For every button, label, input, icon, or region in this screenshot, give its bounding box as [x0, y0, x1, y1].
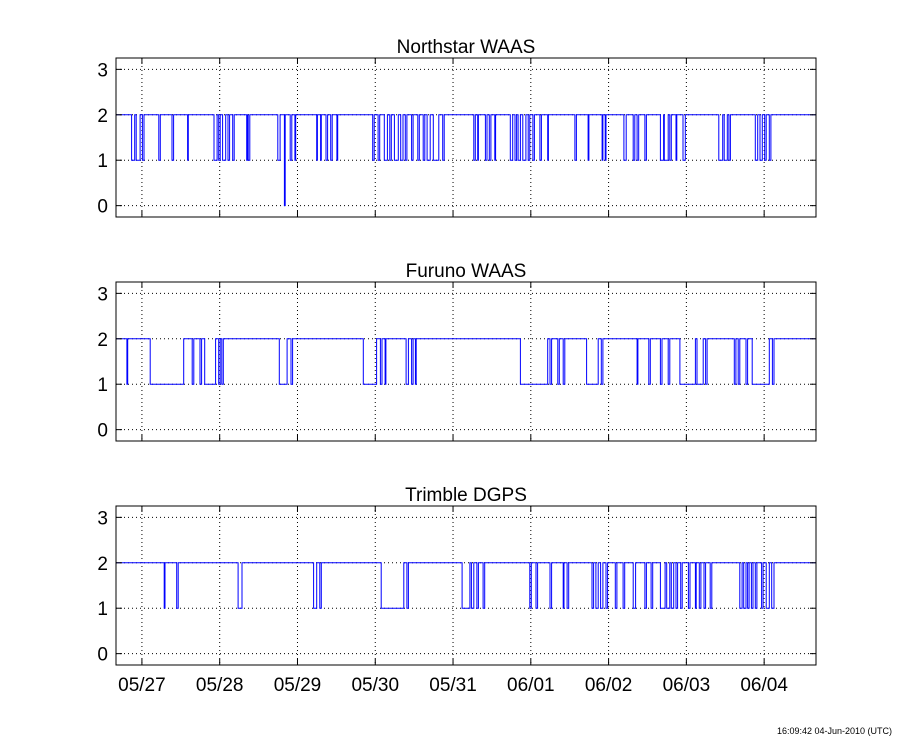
- y-tick-label: 0: [97, 197, 108, 218]
- x-tick-label: 06/03: [663, 675, 711, 696]
- chart-panel-1: 0 1 2 3 Northstar WAAS: [97, 37, 817, 218]
- x-tick-label: 05/30: [351, 675, 399, 696]
- y-tick-label: 2: [97, 330, 108, 351]
- x-tick-label: 05/31: [429, 675, 477, 696]
- series-line: [116, 562, 816, 609]
- series-line: [116, 114, 816, 207]
- y-tick-label: 1: [97, 599, 108, 620]
- y-tick-label: 0: [97, 645, 108, 666]
- axis-frame: [115, 281, 817, 442]
- y-tick-label: 0: [97, 421, 108, 442]
- x-tick-label: 05/27: [118, 675, 166, 696]
- y-tick-label: 2: [97, 106, 108, 127]
- plot-area: [116, 282, 816, 441]
- plot-area: [116, 506, 816, 665]
- chart-title: Furuno WAAS: [406, 261, 527, 282]
- y-tick-label: 1: [97, 375, 108, 396]
- chart-title: Trimble DGPS: [405, 485, 527, 506]
- chart-panel-3: 0 1 2 3 Trimble DGPS 05/27 05/28 05/29 05/30 05/3…: [97, 485, 817, 696]
- y-tick-label: 2: [97, 554, 108, 575]
- x-tick-label: 06/02: [585, 675, 633, 696]
- x-tick-label: 06/01: [507, 675, 555, 696]
- x-tick-label: 06/04: [740, 675, 788, 696]
- series-line: [116, 338, 816, 385]
- axis-frame: [115, 57, 817, 218]
- plot-area: [116, 58, 816, 217]
- y-tick-label: 3: [97, 284, 108, 305]
- axis-frame: [115, 505, 817, 666]
- y-tick-label: 3: [97, 508, 108, 529]
- chart-panel-2: 0 1 2 3 Furuno WAAS: [97, 261, 817, 442]
- x-tick-label: 05/28: [196, 675, 244, 696]
- chart-title: Northstar WAAS: [397, 37, 536, 58]
- y-tick-label: 1: [97, 151, 108, 172]
- y-tick-label: 3: [97, 60, 108, 81]
- x-tick-label: 05/29: [274, 675, 322, 696]
- footer-timestamp: 16:09:42 04-Jun-2010 (UTC): [776, 726, 892, 736]
